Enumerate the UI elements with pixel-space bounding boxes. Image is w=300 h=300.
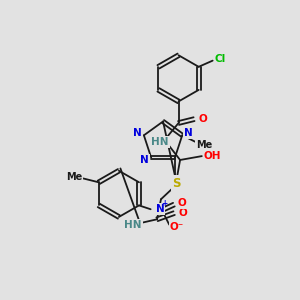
- Text: +: +: [161, 200, 168, 208]
- Text: N: N: [156, 204, 164, 214]
- Text: OH: OH: [204, 151, 221, 161]
- Text: O⁻: O⁻: [170, 222, 184, 232]
- Text: HN: HN: [151, 137, 169, 147]
- Text: HN: HN: [124, 220, 142, 230]
- Text: Me: Me: [196, 140, 212, 150]
- Text: S: S: [172, 177, 181, 190]
- Text: Me: Me: [66, 172, 82, 182]
- Text: N: N: [133, 128, 142, 138]
- Text: O: O: [177, 198, 186, 208]
- Text: N: N: [140, 155, 148, 165]
- Text: O: O: [198, 114, 207, 124]
- Text: N: N: [184, 128, 193, 138]
- Text: O: O: [178, 208, 187, 218]
- Text: Cl: Cl: [215, 54, 226, 64]
